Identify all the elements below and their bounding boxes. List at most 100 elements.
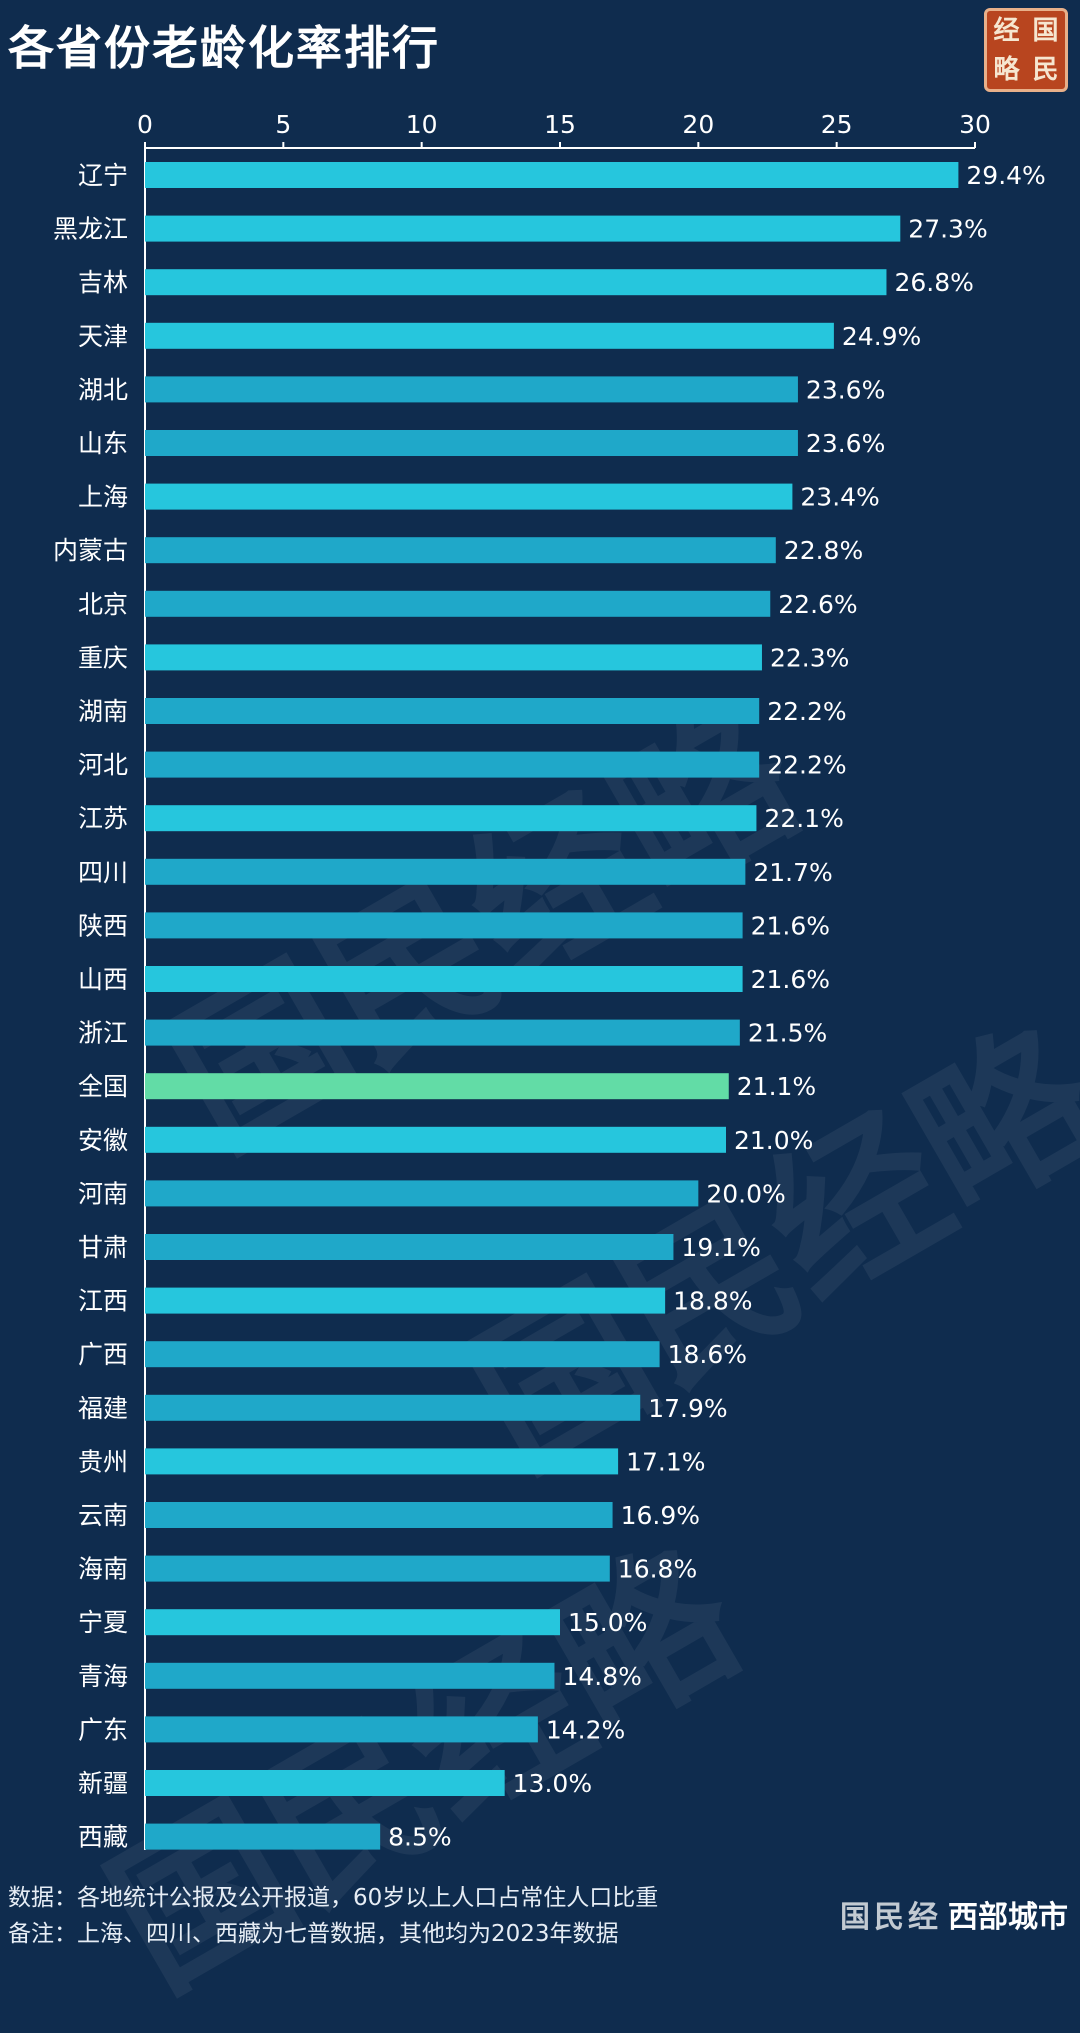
bar bbox=[145, 269, 887, 296]
data-label: 16.8% bbox=[618, 1555, 697, 1584]
bar bbox=[145, 858, 746, 885]
category-label: 贵州 bbox=[78, 1447, 128, 1476]
data-label: 21.7% bbox=[753, 858, 832, 887]
category-label: 陕西 bbox=[78, 911, 128, 940]
bar bbox=[145, 162, 959, 188]
bar bbox=[145, 751, 760, 778]
bar bbox=[145, 376, 798, 403]
bar bbox=[145, 1180, 699, 1207]
data-label: 20.0% bbox=[706, 1179, 785, 1208]
category-label: 浙江 bbox=[78, 1019, 128, 1048]
data-label: 19.1% bbox=[681, 1233, 760, 1262]
data-label: 22.8% bbox=[784, 536, 863, 565]
bar bbox=[145, 215, 901, 242]
bar-chart: 0 5 10 15 20 25 30 辽宁 29.4% 黑龙江 27.3% 吉林 26.8% 天津 24.9… bbox=[53, 110, 1046, 1852]
x-tick-label: 25 bbox=[821, 110, 853, 139]
category-label: 湖南 bbox=[78, 697, 128, 726]
bar bbox=[145, 1019, 740, 1046]
x-tick-label: 15 bbox=[544, 110, 576, 139]
brand-seal-logo: 经 国 略 民 bbox=[984, 8, 1068, 92]
data-label: 14.2% bbox=[546, 1715, 625, 1744]
bar bbox=[145, 322, 834, 349]
bar bbox=[145, 1662, 555, 1689]
data-label: 22.2% bbox=[767, 697, 846, 726]
bar bbox=[145, 430, 798, 456]
bar bbox=[145, 966, 743, 992]
data-label: 17.9% bbox=[648, 1394, 727, 1423]
bar bbox=[145, 644, 762, 671]
bar bbox=[145, 1502, 613, 1528]
x-tick-label: 0 bbox=[137, 110, 153, 139]
category-label: 新疆 bbox=[78, 1769, 128, 1798]
bar bbox=[145, 1716, 538, 1743]
bar bbox=[145, 590, 771, 617]
category-label: 河北 bbox=[78, 751, 128, 780]
category-label: 黑龙江 bbox=[53, 215, 128, 244]
source-note: 数据：各地统计公报及公开报道，60岁以上人口占常住人口比重 bbox=[8, 1885, 659, 1911]
bar bbox=[145, 537, 776, 564]
data-label: 22.3% bbox=[770, 643, 849, 672]
category-label: 宁夏 bbox=[78, 1608, 128, 1637]
x-tick-label: 10 bbox=[406, 110, 438, 139]
bar bbox=[145, 1394, 641, 1421]
bar bbox=[145, 912, 743, 939]
bar bbox=[145, 1234, 674, 1260]
bar bbox=[145, 1823, 381, 1850]
data-label: 24.9% bbox=[842, 322, 921, 351]
data-label: 23.4% bbox=[800, 483, 879, 512]
page-title: 各省份老龄化率排行 bbox=[8, 21, 440, 75]
category-label: 辽宁 bbox=[78, 161, 128, 190]
bar bbox=[145, 1287, 666, 1314]
seal-char: 国 bbox=[1032, 15, 1059, 46]
category-label: 福建 bbox=[78, 1394, 128, 1423]
bar bbox=[145, 1555, 610, 1582]
category-label: 天津 bbox=[78, 322, 128, 351]
remark-note: 备注：上海、四川、西藏为七普数据，其他均为2023年数据 bbox=[8, 1921, 619, 1947]
data-label: 22.6% bbox=[778, 590, 857, 619]
data-label: 27.3% bbox=[908, 215, 987, 244]
bar bbox=[145, 483, 793, 510]
seal-char: 经 bbox=[993, 15, 1020, 46]
bar bbox=[145, 1073, 729, 1100]
category-label: 安徽 bbox=[78, 1126, 128, 1155]
bar bbox=[145, 805, 757, 832]
category-label: 青海 bbox=[78, 1662, 128, 1691]
seal-char: 略 bbox=[993, 54, 1020, 85]
data-label: 13.0% bbox=[513, 1769, 592, 1798]
category-label: 山东 bbox=[78, 429, 128, 458]
data-label: 17.1% bbox=[626, 1447, 705, 1476]
data-label: 21.6% bbox=[751, 911, 830, 940]
bar bbox=[145, 1770, 505, 1796]
data-label: 23.6% bbox=[806, 429, 885, 458]
category-label: 西藏 bbox=[78, 1823, 128, 1852]
data-label: 22.2% bbox=[767, 751, 846, 780]
data-label: 26.8% bbox=[894, 268, 973, 297]
category-label: 内蒙古 bbox=[53, 536, 128, 565]
bottom-brand-text: 国民经 bbox=[840, 1900, 942, 1935]
data-label: 29.4% bbox=[966, 161, 1045, 190]
data-label: 18.6% bbox=[668, 1340, 747, 1369]
category-label: 云南 bbox=[78, 1501, 128, 1530]
category-label: 全国 bbox=[78, 1072, 128, 1101]
category-label: 江苏 bbox=[78, 804, 128, 833]
bar bbox=[145, 1609, 560, 1636]
category-label: 广西 bbox=[78, 1340, 128, 1369]
bottom-brand: 国民经 西部城市 bbox=[840, 1892, 1068, 1936]
bar bbox=[145, 1448, 619, 1475]
bar bbox=[145, 698, 760, 724]
data-label: 21.6% bbox=[751, 965, 830, 994]
data-label: 22.1% bbox=[764, 804, 843, 833]
category-label: 重庆 bbox=[78, 643, 128, 672]
data-label: 16.9% bbox=[621, 1501, 700, 1530]
data-label: 21.5% bbox=[748, 1019, 827, 1048]
bottom-overlay-text: 西部城市 bbox=[948, 1900, 1068, 1935]
data-label: 23.6% bbox=[806, 375, 885, 404]
data-label: 18.8% bbox=[673, 1287, 752, 1316]
category-label: 河南 bbox=[78, 1179, 128, 1208]
data-label: 15.0% bbox=[568, 1608, 647, 1637]
x-tick-label: 20 bbox=[682, 110, 714, 139]
category-label: 海南 bbox=[78, 1555, 128, 1584]
seal-char: 民 bbox=[1032, 54, 1059, 85]
category-label: 上海 bbox=[78, 483, 128, 512]
category-label: 广东 bbox=[78, 1715, 128, 1744]
